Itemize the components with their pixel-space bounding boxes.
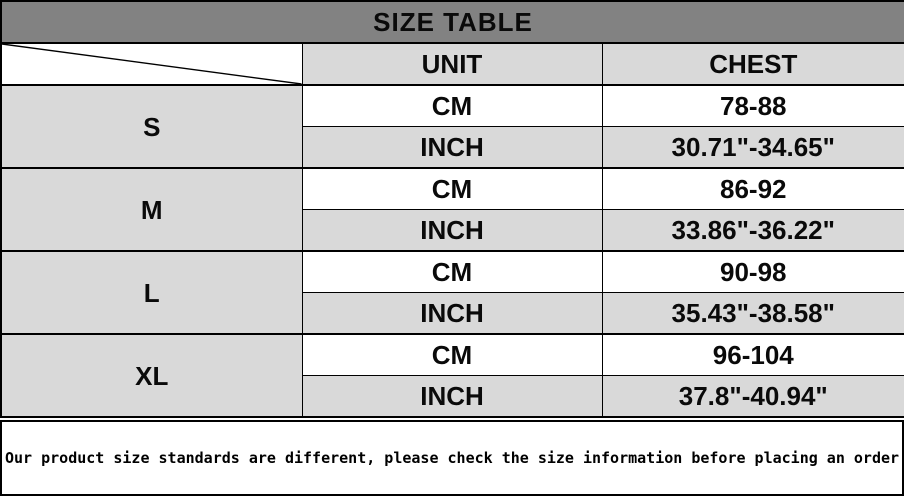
chest-value-cell: 86-92 (601, 167, 904, 210)
column-header-unit: UNIT (301, 42, 603, 86)
diagonal-header-cell (0, 42, 303, 86)
page-title: SIZE TABLE (0, 0, 904, 44)
size-disclaimer-note: Our product size standards are different… (0, 420, 904, 496)
diagonal-divider-icon (4, 45, 301, 84)
size-cell-m: M (0, 167, 303, 252)
header-row: UNIT CHEST (0, 42, 904, 86)
size-table: SIZE TABLE UNIT CHEST S CM 78-88 INCH 30… (0, 0, 904, 418)
chest-value-cell: 96-104 (601, 333, 904, 376)
unit-cell: CM (301, 84, 603, 127)
size-cell-xl: XL (0, 333, 303, 418)
unit-cell: INCH (301, 126, 603, 169)
size-cell-l: L (0, 250, 303, 335)
unit-cell: INCH (301, 292, 603, 335)
title-row: SIZE TABLE (0, 0, 904, 44)
chest-value-cell: 37.8"-40.94" (601, 375, 904, 418)
unit-cell: INCH (301, 375, 603, 418)
chest-value-cell: 78-88 (601, 84, 904, 127)
table-row: INCH 33.86"-36.22" (1, 209, 904, 252)
size-cell-s: S (0, 84, 303, 169)
unit-cell: INCH (301, 209, 603, 252)
chest-value-cell: 30.71"-34.65" (601, 126, 904, 169)
table-row: INCH 35.43"-38.58" (1, 292, 904, 335)
column-header-chest: CHEST (601, 42, 904, 86)
table-row: XL CM 96-104 (0, 333, 904, 418)
chest-value-cell: 33.86"-36.22" (601, 209, 904, 252)
table-row: INCH 37.8"-40.94" (1, 375, 904, 418)
chest-value-cell: 90-98 (601, 250, 904, 293)
table-row: L CM 90-98 (0, 250, 904, 335)
chest-value-cell: 35.43"-38.58" (601, 292, 904, 335)
table-row: S CM 78-88 (0, 84, 904, 169)
unit-cell: CM (301, 167, 603, 210)
unit-cell: CM (301, 250, 603, 293)
table-row: M CM 86-92 (0, 167, 904, 252)
unit-cell: CM (301, 333, 603, 376)
